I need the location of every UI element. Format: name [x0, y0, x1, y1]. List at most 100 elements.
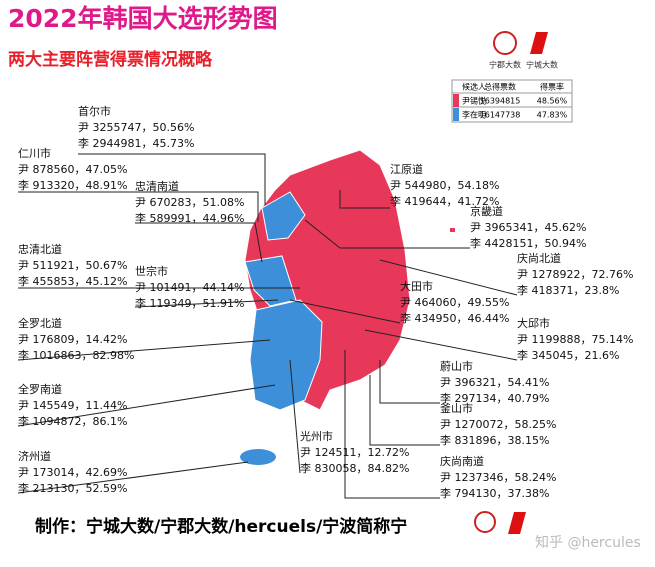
region-blue	[249, 299, 323, 411]
region-result: 尹 511921，50.67%	[18, 259, 127, 272]
region-result: 李 213130，52.59%	[18, 481, 127, 495]
leader	[17, 461, 249, 494]
region-result: 李 794130，37.38%	[440, 486, 549, 500]
region-name: 忠清北道	[18, 242, 62, 256]
region-result: 尹 124511，12.72%	[300, 446, 409, 459]
table-header: 总得票数	[484, 82, 516, 92]
logo-label: 宁郡大数	[489, 60, 521, 70]
subtitle: 两大主要阵营得票情况概略	[8, 49, 213, 70]
region-blue	[261, 191, 306, 241]
swatch-lee	[453, 108, 459, 121]
region-result: 李 1094872，86.1%	[18, 414, 127, 428]
leader	[379, 360, 440, 404]
leader	[344, 350, 440, 499]
region-result: 尹 544980，54.18%	[390, 179, 499, 192]
region-name: 大邱市	[517, 316, 550, 330]
map	[240, 149, 455, 465]
leader-lines	[17, 153, 518, 499]
region-result: 李 434950，46.44%	[400, 311, 509, 325]
logo-label: 宁城大数	[526, 60, 558, 70]
swatch-yoon	[453, 94, 459, 107]
region-result: 李 1016863，82.98%	[18, 348, 134, 362]
leader	[289, 299, 401, 324]
region-result: 李 419644，41.72%	[390, 194, 499, 208]
leader	[339, 190, 390, 209]
region-result: 李 297134，40.79%	[440, 391, 549, 405]
region-name: 京畿道	[470, 204, 503, 218]
region-result: 李 4428151，50.94%	[470, 236, 586, 250]
watermark: 知乎 @hercules	[535, 534, 641, 551]
table-cell: 48.56%	[537, 97, 568, 106]
region-result: 李 830058，84.82%	[300, 461, 409, 475]
leader	[134, 299, 279, 308]
table-header: 得票率	[540, 82, 564, 92]
region-result: 李 831896，38.15%	[440, 433, 549, 447]
region-name: 大田市	[400, 279, 433, 293]
logos: 宁郡大数 宁城大数	[489, 31, 558, 70]
region-blue	[244, 255, 297, 307]
region-result: 尹 1237346，58.24%	[440, 471, 556, 484]
region-result: 李 418371，23.8%	[517, 283, 619, 297]
leader	[18, 191, 259, 222]
region-result: 李 2944981，45.73%	[78, 136, 194, 150]
ulleung	[450, 228, 455, 232]
table-cell: 尹锡悦	[462, 96, 486, 106]
region-result: 尹 1199888，75.14%	[517, 333, 633, 346]
region-name: 庆尚南道	[440, 454, 484, 468]
logo-icon	[474, 511, 496, 533]
region-result: 尹 173014，42.69%	[18, 466, 127, 479]
region-result: 尹 145549，11.44%	[18, 399, 127, 412]
region-result: 尹 101491，44.14%	[135, 281, 244, 294]
region-name: 济州道	[18, 449, 51, 463]
region-result: 尹 396321，54.41%	[440, 376, 549, 389]
region-name: 釜山市	[440, 401, 473, 415]
region-result: 李 589991，44.96%	[135, 211, 244, 225]
jeju	[240, 449, 276, 465]
region-result: 李 913320，48.91%	[18, 178, 127, 192]
logo-icon	[530, 32, 548, 54]
leader	[78, 153, 266, 205]
title: 2022年韩国大选形势图	[8, 4, 278, 33]
table-cell: 16394815	[480, 97, 521, 106]
table-frame	[451, 79, 573, 123]
table-cell: 李在明	[462, 110, 486, 120]
region-name: 全罗南道	[18, 382, 62, 396]
region-name: 世宗市	[135, 264, 168, 278]
leader	[379, 259, 518, 296]
leader	[17, 339, 271, 361]
leader	[17, 384, 276, 427]
region-name: 首尔市	[78, 104, 111, 118]
region-name: 忠清南道	[135, 179, 179, 193]
leader	[364, 329, 518, 361]
table-cell: 47.83%	[537, 111, 568, 120]
table-header: 候选人	[462, 82, 486, 92]
logo-icon	[508, 512, 526, 534]
region-name: 庆尚北道	[517, 251, 561, 265]
region-result: 尹 3965341，45.62%	[470, 221, 586, 234]
leader	[289, 359, 301, 474]
region-result: 李 455853，45.12%	[18, 274, 127, 288]
logo-icon	[493, 31, 517, 55]
region-name: 蔚山市	[440, 359, 473, 373]
region-result: 尹 3255747，50.56%	[78, 121, 194, 134]
leader	[369, 375, 440, 446]
region-name: 仁川市	[18, 146, 51, 160]
table-cell: 16147738	[480, 111, 521, 120]
leader	[135, 222, 263, 263]
region-result: 尹 464060，49.55%	[400, 296, 509, 309]
region-result: 尹 670283，51.08%	[135, 196, 244, 209]
region-result: 尹 176809，14.42%	[18, 333, 127, 346]
region-name: 全罗北道	[18, 316, 62, 330]
region-result: 尹 1278922，72.76%	[517, 268, 633, 281]
region-result: 尹 1270072，58.25%	[440, 418, 556, 431]
region-name: 光州市	[300, 429, 333, 443]
region-result: 李 345045，21.6%	[517, 348, 619, 362]
region-name: 江原道	[390, 162, 423, 176]
region-result: 尹 878560，47.05%	[18, 163, 127, 176]
region-result: 李 119349，51.91%	[135, 296, 244, 310]
leader	[304, 219, 470, 249]
